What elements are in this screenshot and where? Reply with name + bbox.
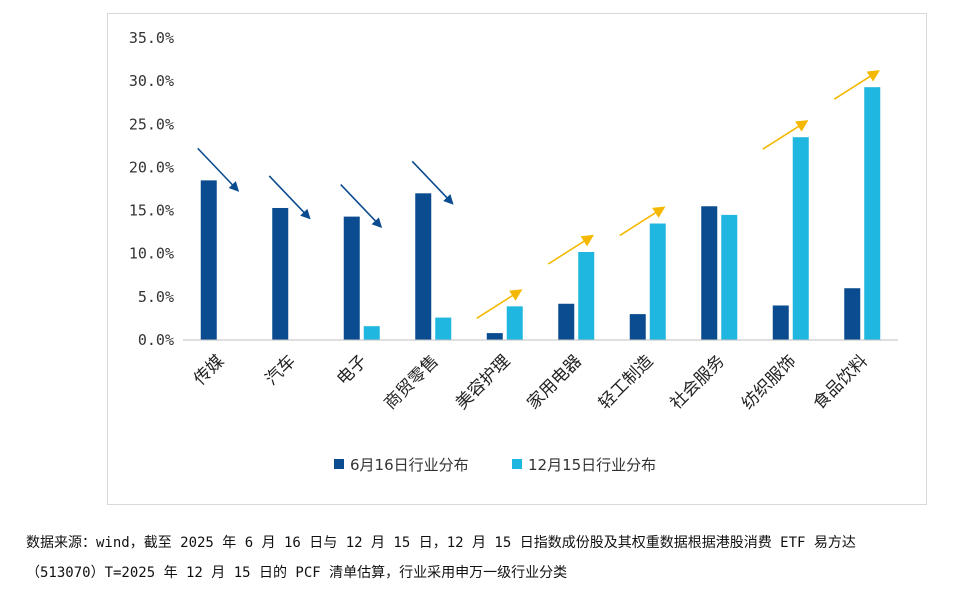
bars <box>200 87 881 340</box>
y-tick-label: 25.0% <box>129 115 174 133</box>
source-note: 数据来源：wind，截至 2025 年 6 月 16 日与 12 月 15 日，… <box>26 528 971 588</box>
bar-series-1 <box>629 314 646 340</box>
x-axis: 传媒 汽车 电子 商贸零售 美容护理 家用电器 轻工制造 社会服务 纺织服饰 食品饮料 <box>183 339 898 414</box>
x-tick-label: 纺织服饰 <box>738 351 800 413</box>
bar-series-2 <box>792 137 809 340</box>
bar-series-1 <box>343 216 360 340</box>
legend-swatch-1 <box>334 459 344 469</box>
x-tick-label: 美容护理 <box>452 351 514 413</box>
chart-frame <box>107 13 927 505</box>
trend-arrow-up <box>547 234 594 265</box>
bar-series-2 <box>363 326 380 340</box>
y-tick-label: 0.0% <box>138 331 174 349</box>
legend-label-1: 6月16日行业分布 <box>350 456 469 474</box>
source-line-2: （513070）T=2025 年 12 月 15 日的 PCF 清单估算，行业采… <box>26 565 568 581</box>
bar-series-2 <box>506 306 523 340</box>
x-tick-label: 轻工制造 <box>595 351 657 413</box>
trend-arrow-down <box>411 160 454 205</box>
bar-series-1 <box>772 305 789 340</box>
trend-arrow-down <box>197 147 240 192</box>
trend-arrow-down <box>268 175 311 220</box>
bar-series-1 <box>701 206 718 340</box>
bar-series-1 <box>415 193 432 340</box>
bar-series-2 <box>578 251 595 340</box>
trend-arrow-up <box>833 70 880 100</box>
bar-series-1 <box>200 180 217 340</box>
trend-arrows <box>197 70 880 320</box>
x-tick-label: 商贸零售 <box>381 351 443 413</box>
trend-arrow-up <box>619 206 666 237</box>
source-line-1: 数据来源：wind，截至 2025 年 6 月 16 日与 12 月 15 日，… <box>26 535 856 551</box>
bar-series-2 <box>721 214 738 340</box>
x-tick-label: 汽车 <box>262 351 300 389</box>
y-tick-label: 20.0% <box>129 158 174 176</box>
x-tick-label: 社会服务 <box>667 351 729 413</box>
x-tick-label: 家用电器 <box>524 351 586 413</box>
bar-series-1 <box>558 303 575 340</box>
trend-arrow-up <box>476 289 523 320</box>
y-tick-label: 30.0% <box>129 72 174 90</box>
x-tick-label: 食品饮料 <box>810 351 872 413</box>
bar-series-1 <box>844 288 861 340</box>
bar-series-2 <box>435 317 452 340</box>
y-tick-label: 10.0% <box>129 245 174 263</box>
bar-chart: 0.0% 5.0% 10.0% 15.0% 20.0% 25.0% 30.0% 35.0% 传… <box>129 29 898 474</box>
legend-swatch-2 <box>512 459 522 469</box>
legend: 6月16日行业分布 12月15日行业分布 <box>334 456 656 474</box>
trend-arrow-up <box>762 120 809 150</box>
x-tick-label: 传媒 <box>190 351 228 389</box>
bar-series-1 <box>272 207 289 340</box>
legend-label-2: 12月15日行业分布 <box>528 456 656 474</box>
y-axis: 0.0% 5.0% 10.0% 15.0% 20.0% 25.0% 30.0% 35.0% <box>129 29 174 349</box>
y-tick-label: 5.0% <box>138 288 174 306</box>
y-tick-label: 15.0% <box>129 202 174 220</box>
bar-series-1 <box>486 333 503 340</box>
bar-series-2 <box>649 223 666 340</box>
bar-series-2 <box>864 87 881 340</box>
trend-arrow-down <box>340 184 383 229</box>
y-tick-label: 35.0% <box>129 29 174 47</box>
x-tick-label: 电子 <box>333 351 371 389</box>
